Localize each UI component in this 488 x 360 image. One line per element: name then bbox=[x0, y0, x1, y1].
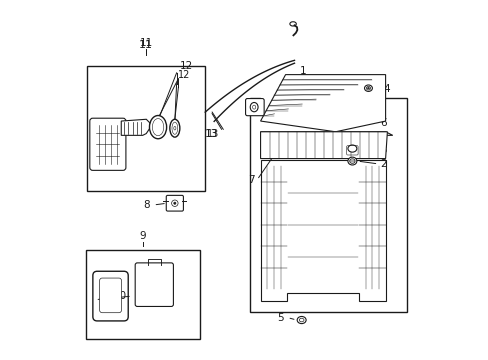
Text: 11: 11 bbox=[140, 38, 153, 48]
Text: 3: 3 bbox=[380, 145, 386, 155]
Text: 6: 6 bbox=[380, 118, 386, 128]
Polygon shape bbox=[260, 160, 385, 301]
Text: 5: 5 bbox=[277, 312, 283, 323]
Ellipse shape bbox=[347, 145, 356, 152]
FancyBboxPatch shape bbox=[100, 278, 121, 313]
Text: 4: 4 bbox=[383, 84, 389, 94]
Text: 11: 11 bbox=[139, 40, 153, 50]
Text: 12: 12 bbox=[178, 69, 190, 80]
Ellipse shape bbox=[173, 202, 176, 204]
Text: 1: 1 bbox=[300, 66, 306, 76]
Ellipse shape bbox=[169, 119, 180, 137]
FancyBboxPatch shape bbox=[93, 271, 128, 321]
Ellipse shape bbox=[367, 87, 368, 89]
Text: 8: 8 bbox=[143, 200, 149, 210]
FancyBboxPatch shape bbox=[166, 195, 183, 211]
Bar bbox=[249, 98, 406, 312]
Polygon shape bbox=[260, 75, 385, 132]
Text: 12: 12 bbox=[180, 61, 193, 71]
Ellipse shape bbox=[364, 85, 372, 91]
Text: 2: 2 bbox=[380, 159, 386, 169]
Bar bbox=[87, 66, 205, 191]
Polygon shape bbox=[260, 132, 392, 135]
Polygon shape bbox=[260, 73, 385, 119]
FancyBboxPatch shape bbox=[245, 99, 264, 116]
Text: 13: 13 bbox=[207, 129, 219, 139]
Polygon shape bbox=[121, 119, 149, 135]
Text: 9: 9 bbox=[139, 231, 146, 241]
Bar bbox=[85, 249, 200, 339]
Text: 13: 13 bbox=[204, 129, 217, 139]
Text: 7: 7 bbox=[248, 175, 255, 185]
Polygon shape bbox=[260, 132, 386, 158]
Ellipse shape bbox=[347, 157, 356, 165]
Ellipse shape bbox=[149, 116, 166, 139]
Ellipse shape bbox=[297, 316, 305, 324]
Text: 10: 10 bbox=[113, 291, 126, 301]
FancyBboxPatch shape bbox=[135, 263, 173, 306]
FancyBboxPatch shape bbox=[90, 118, 125, 170]
